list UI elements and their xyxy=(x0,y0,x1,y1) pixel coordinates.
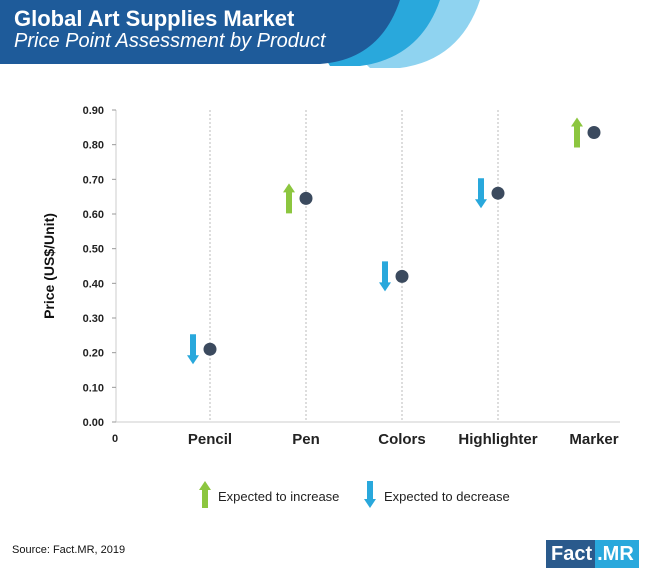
category-label: Pen xyxy=(292,431,320,448)
data-point xyxy=(299,191,313,205)
chart-title: Global Art Supplies Market xyxy=(14,6,295,31)
data-point xyxy=(587,126,601,140)
banner-main xyxy=(0,0,400,64)
grid-lines xyxy=(209,110,499,422)
y-tick-label: 0.50 xyxy=(83,244,104,256)
y-tick-labels: 0.00 0.10 0.20 0.30 0.40 0.50 0.60 0.70 0.80 0.90 xyxy=(83,105,116,429)
y-tick-label: 0.00 xyxy=(83,417,104,429)
category-labels: Pencil Pen Colors Highlighter Marker xyxy=(188,431,619,448)
logo-part-fact: Fact xyxy=(546,540,596,568)
x-origin-label: 0 xyxy=(112,433,118,445)
y-tick-label: 0.70 xyxy=(83,174,104,186)
y-tick-label: 0.90 xyxy=(83,105,104,117)
y-tick-label: 0.30 xyxy=(83,313,104,325)
chart-subtitle: Price Point Assessment by Product xyxy=(14,30,326,52)
legend-increase-icon xyxy=(199,481,211,508)
source-note: Source: Fact.MR, 2019 xyxy=(12,544,126,556)
category-label: Colors xyxy=(378,431,426,448)
data-points xyxy=(203,126,601,356)
trend-up-arrow xyxy=(283,183,295,214)
legend: Expected to increase Expected to decreas… xyxy=(199,481,510,508)
trend-down-arrow xyxy=(187,334,199,365)
legend-up-arrow xyxy=(199,481,211,508)
trend-arrows xyxy=(187,117,583,365)
legend-decrease-icon xyxy=(364,481,376,508)
trend-up-arrow xyxy=(571,117,583,148)
data-point xyxy=(491,186,505,200)
data-point xyxy=(203,342,217,356)
legend-decrease-label: Expected to decrease xyxy=(384,489,510,504)
y-tick-label: 0.80 xyxy=(83,140,104,152)
trend-down-arrow xyxy=(475,178,487,209)
trend-down-arrow xyxy=(379,261,391,292)
category-label: Pencil xyxy=(188,431,232,448)
header-banner xyxy=(0,0,480,68)
legend-down-arrow xyxy=(364,481,376,508)
data-point xyxy=(395,269,409,283)
factmr-logo: Fact .MR xyxy=(546,540,639,568)
category-label: Marker xyxy=(569,431,618,448)
logo-part-mr: .MR xyxy=(595,540,639,568)
y-axis-label: Price (US$/Unit) xyxy=(41,213,57,319)
y-tick-label: 0.40 xyxy=(83,278,104,290)
y-tick-label: 0.20 xyxy=(83,348,104,360)
y-tick-label: 0.10 xyxy=(83,382,104,394)
legend-increase-label: Expected to increase xyxy=(218,489,339,504)
y-tick-label: 0.60 xyxy=(83,209,104,221)
category-label: Highlighter xyxy=(458,431,537,448)
